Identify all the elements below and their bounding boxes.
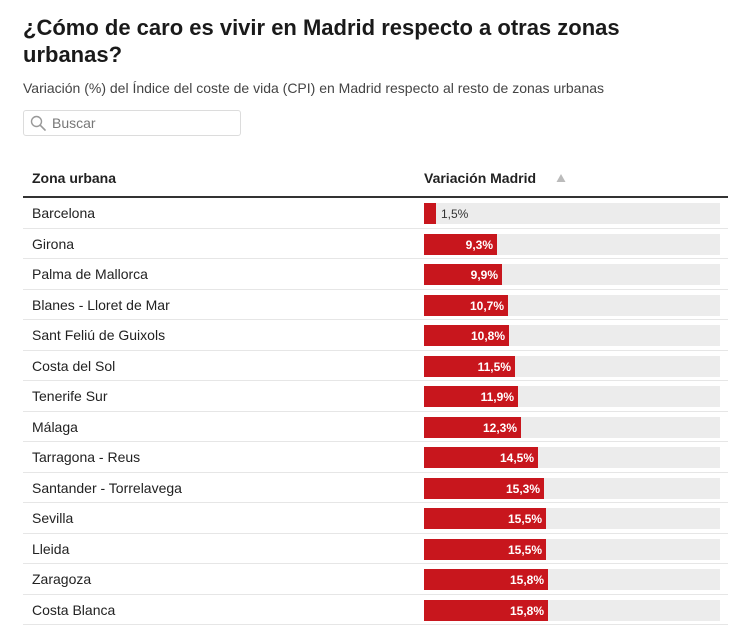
value-label: 12,3% xyxy=(483,421,517,435)
zone-label: Sant Feliú de Guixols xyxy=(32,327,165,343)
bar-track: 11,5% xyxy=(424,356,720,377)
column-header-variation[interactable]: Variación Madrid xyxy=(424,170,536,186)
value-label: 9,9% xyxy=(471,268,498,282)
bar-track: 15,3% xyxy=(424,478,720,499)
table-row: Tenerife Sur 11,9% xyxy=(23,381,728,412)
table-row: Sevilla 15,5% xyxy=(23,503,728,534)
table-row: Blanes - Lloret de Mar 10,7% xyxy=(23,290,728,321)
zone-label: Sevilla xyxy=(32,510,73,526)
zone-label: Lleida xyxy=(32,541,69,557)
value-label: 9,3% xyxy=(466,238,493,252)
bar-track: 1,5% xyxy=(424,203,720,224)
page-subtitle: Variación (%) del Índice del coste de vi… xyxy=(23,80,604,96)
bar-track: 10,8% xyxy=(424,325,720,346)
table-row: Costa Blanca 15,8% xyxy=(23,595,728,625)
value-label: 10,8% xyxy=(471,329,505,343)
bar-track: 9,3% xyxy=(424,234,720,255)
value-label: 15,5% xyxy=(508,512,542,526)
value-label: 15,8% xyxy=(510,573,544,587)
value-label: 15,8% xyxy=(510,604,544,618)
zone-label: Costa Blanca xyxy=(32,602,115,618)
table-row: Barcelona 1,5% xyxy=(23,198,728,229)
table-body: Barcelona 1,5% Girona 9,3% Palma de Mallorca… xyxy=(23,198,728,625)
bar-track: 14,5% xyxy=(424,447,720,468)
bar-track: 15,5% xyxy=(424,508,720,529)
bar-track: 15,8% xyxy=(424,569,720,590)
bar-track: 15,8% xyxy=(424,600,720,621)
bar-track: 11,9% xyxy=(424,386,720,407)
zone-label: Málaga xyxy=(32,419,78,435)
search-input[interactable] xyxy=(52,113,232,133)
table-row: Palma de Mallorca 9,9% xyxy=(23,259,728,290)
value-label: 1,5% xyxy=(441,207,468,221)
zone-label: Blanes - Lloret de Mar xyxy=(32,297,170,313)
zone-label: Santander - Torrelavega xyxy=(32,480,182,496)
bar xyxy=(424,203,436,224)
search-icon xyxy=(30,115,46,131)
value-label: 15,3% xyxy=(506,482,540,496)
table-row: Lleida 15,5% xyxy=(23,534,728,565)
zone-label: Costa del Sol xyxy=(32,358,115,374)
bar-track: 9,9% xyxy=(424,264,720,285)
page-title: ¿Cómo de caro es vivir en Madrid respect… xyxy=(23,14,723,68)
bar-track: 12,3% xyxy=(424,417,720,438)
bar-track: 15,5% xyxy=(424,539,720,560)
zone-label: Barcelona xyxy=(32,205,95,221)
value-label: 11,9% xyxy=(481,390,514,404)
value-label: 10,7% xyxy=(470,299,504,313)
table-row: Tarragona - Reus 14,5% xyxy=(23,442,728,473)
zone-label: Palma de Mallorca xyxy=(32,266,148,282)
bar-track: 10,7% xyxy=(424,295,720,316)
table-row: Málaga 12,3% xyxy=(23,412,728,443)
value-label: 14,5% xyxy=(500,451,534,465)
zone-label: Girona xyxy=(32,236,74,252)
zone-label: Tarragona - Reus xyxy=(32,449,140,465)
table-header: Zona urbana Variación Madrid xyxy=(23,164,728,198)
value-label: 11,5% xyxy=(478,360,511,374)
zone-label: Zaragoza xyxy=(32,571,91,587)
zone-label: Tenerife Sur xyxy=(32,388,107,404)
column-header-zone[interactable]: Zona urbana xyxy=(32,170,116,186)
value-label: 15,5% xyxy=(508,543,542,557)
table-row: Zaragoza 15,8% xyxy=(23,564,728,595)
search-box[interactable] xyxy=(23,110,241,136)
table-row: Girona 9,3% xyxy=(23,229,728,260)
triangle-up-icon[interactable] xyxy=(556,173,566,183)
table-row: Sant Feliú de Guixols 10,8% xyxy=(23,320,728,351)
table-row: Costa del Sol 11,5% xyxy=(23,351,728,382)
table-row: Santander - Torrelavega 15,3% xyxy=(23,473,728,504)
